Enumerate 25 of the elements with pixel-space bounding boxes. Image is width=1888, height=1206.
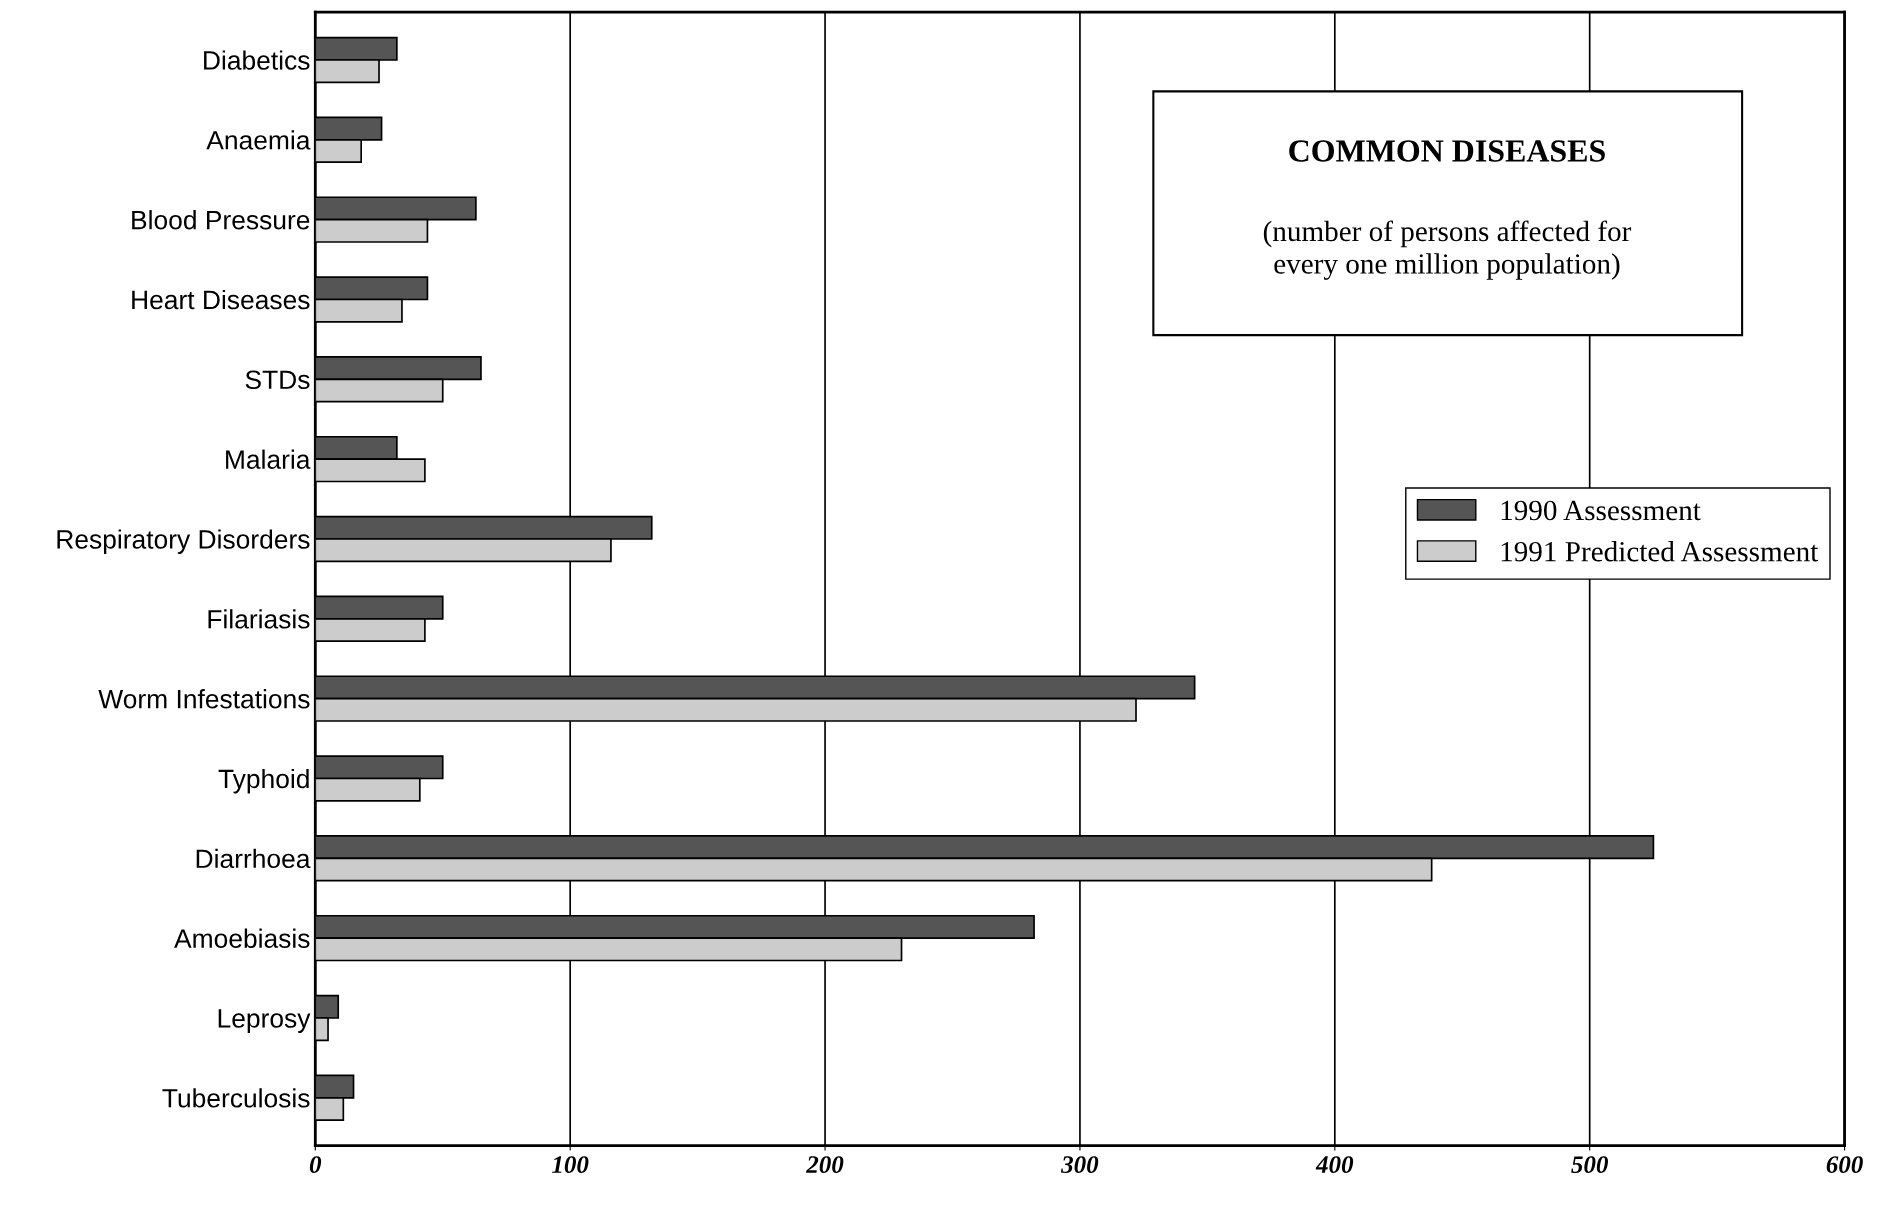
y-tick-label: Amoebiasis bbox=[174, 928, 310, 948]
x-tick-label: 0 bbox=[309, 1156, 322, 1174]
legend-label: 1991 Predicted Assessment bbox=[1501, 541, 1819, 562]
y-tick-label: Tuberculosis bbox=[162, 1088, 310, 1108]
y-tick-label: Malaria bbox=[226, 449, 311, 469]
y-tick-label: Blood Pressure bbox=[132, 210, 310, 230]
text: (number of persons affected for every one million population) bbox=[1263, 220, 1632, 280]
x-tick-label: 200 bbox=[806, 1156, 844, 1174]
y-tick-label: Leprosy bbox=[218, 1009, 311, 1033]
y-tick-label: Filariasis bbox=[208, 609, 310, 629]
y-tick-label: Typhoid bbox=[218, 768, 309, 794]
text: COMMON DISEASES bbox=[1289, 140, 1605, 162]
x-tick-label: 600 bbox=[1826, 1156, 1863, 1174]
y-tick-label: Respiratory Disorders bbox=[57, 529, 310, 554]
y-tick-label: Diabetics bbox=[204, 50, 310, 70]
x-tick-label: 500 bbox=[1571, 1156, 1609, 1174]
legend-label: 1990 Assessment bbox=[1501, 500, 1701, 521]
y-tick-label: Worm Infestations bbox=[98, 689, 310, 709]
x-tick-label: 400 bbox=[1315, 1156, 1354, 1174]
y-tick-label: Diarrhoea bbox=[196, 848, 311, 869]
x-tick-label: 300 bbox=[1060, 1156, 1099, 1174]
x-tick-label: 100 bbox=[552, 1156, 589, 1174]
y-tick-label: Anaemia bbox=[206, 130, 311, 150]
y-tick-label: STDs bbox=[245, 370, 310, 390]
y-tick-label: Heart Diseases bbox=[132, 289, 310, 310]
